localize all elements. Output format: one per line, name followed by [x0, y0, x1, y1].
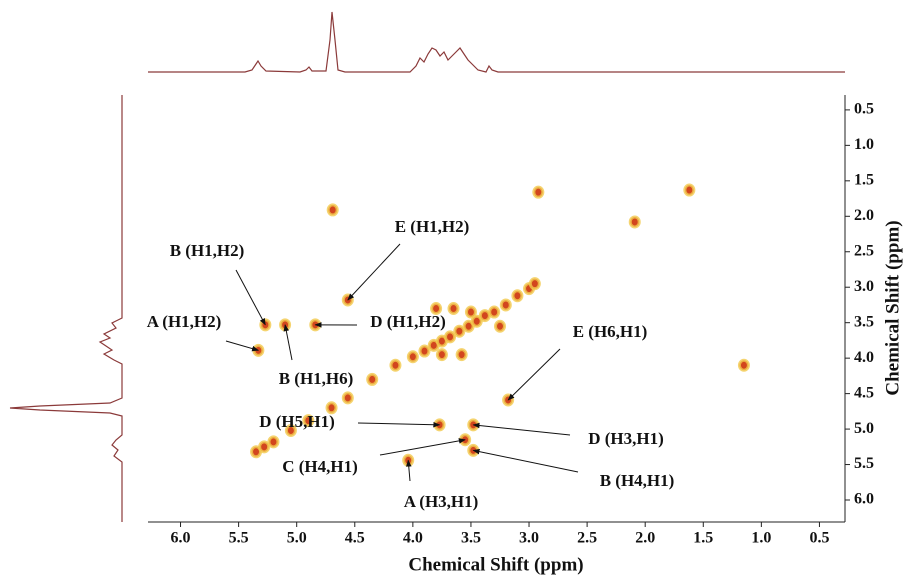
- peak: [513, 291, 522, 301]
- annotation-arrow: [473, 450, 578, 472]
- y-tick-label: 0.5: [854, 101, 874, 118]
- peak: [466, 307, 475, 317]
- peak: [495, 321, 504, 331]
- y-tick-label: 6.0: [854, 491, 874, 508]
- y-tick-label: 3.5: [854, 313, 874, 330]
- peak: [446, 332, 455, 342]
- x-tick-label: 5.5: [229, 530, 249, 547]
- peak: [368, 374, 377, 384]
- x-tick-label: 2.0: [635, 530, 655, 547]
- peak: [420, 346, 429, 356]
- annotation-label: B (H4,H1): [600, 471, 675, 490]
- y-tick-label: 3.0: [854, 278, 874, 295]
- y-tick-label: 2.0: [854, 207, 874, 224]
- x-tick-label: 0.5: [809, 530, 829, 547]
- peak: [739, 360, 748, 370]
- annotation-label: A (H3,H1): [404, 492, 479, 511]
- annotation-label: D (H3,H1): [588, 429, 664, 448]
- peak: [408, 352, 417, 362]
- x-tick-label: 4.0: [403, 530, 423, 547]
- left-projection: [10, 95, 122, 522]
- x-tick-label: 3.0: [519, 530, 539, 547]
- peak: [343, 393, 352, 403]
- y-tick-label: 5.5: [854, 455, 874, 472]
- peak: [530, 279, 539, 289]
- x-tick-label: 1.0: [751, 530, 771, 547]
- annotation-arrow: [380, 440, 465, 455]
- x-tick-label: 1.5: [693, 530, 713, 547]
- annotation-label: C (H4,H1): [282, 457, 358, 476]
- peak: [437, 350, 446, 360]
- x-tick-label: 5.0: [287, 530, 307, 547]
- peak: [630, 217, 639, 227]
- annotation-label: A (H1,H2): [147, 312, 222, 331]
- top-projection: [148, 12, 845, 72]
- annotation-arrow: [348, 244, 400, 300]
- annotation-arrow: [358, 423, 440, 425]
- y-tick-label: 4.5: [854, 384, 874, 401]
- peak: [391, 360, 400, 370]
- annotations: E (H1,H2) B (H1,H2) D (H1,H2) A (H1,H2) B (H…: [147, 217, 675, 511]
- y-tick-label: 2.5: [854, 242, 874, 259]
- peak: [269, 437, 278, 447]
- y-tick-label: 1.5: [854, 171, 874, 188]
- annotation-arrow: [473, 425, 570, 435]
- x-tick-label: 3.5: [461, 530, 481, 547]
- y-axis-title: Chemical Shift (ppm): [882, 220, 903, 395]
- peak: [455, 326, 464, 336]
- x-tick-label: 4.5: [345, 530, 365, 547]
- peak: [260, 442, 269, 452]
- annotation-arrow: [508, 349, 560, 400]
- peak: [685, 185, 694, 195]
- x-axis-title: Chemical Shift (ppm): [408, 554, 583, 575]
- annotation-label: D (H5,H1): [259, 412, 335, 431]
- annotation-label: E (H6,H1): [573, 322, 648, 341]
- y-tick-label: 5.0: [854, 420, 874, 437]
- peak: [457, 350, 466, 360]
- peak: [480, 311, 489, 321]
- peak: [501, 300, 510, 310]
- annotation-label: B (H1,H6): [279, 369, 354, 388]
- annotation-label: B (H1,H2): [170, 241, 245, 260]
- peak: [449, 304, 458, 314]
- annotation-arrow: [226, 341, 258, 350]
- y-tick-label: 4.0: [854, 349, 874, 366]
- x-tick-label: 2.5: [577, 530, 597, 547]
- x-tick-label: 6.0: [171, 530, 191, 547]
- annotation-label: E (H1,H2): [395, 217, 470, 236]
- peak: [534, 187, 543, 197]
- y-tick-label: 1.0: [854, 136, 874, 153]
- peak: [328, 205, 337, 215]
- annotation-label: D (H1,H2): [370, 312, 446, 331]
- peak: [490, 307, 499, 317]
- annotation-arrow: [236, 270, 265, 325]
